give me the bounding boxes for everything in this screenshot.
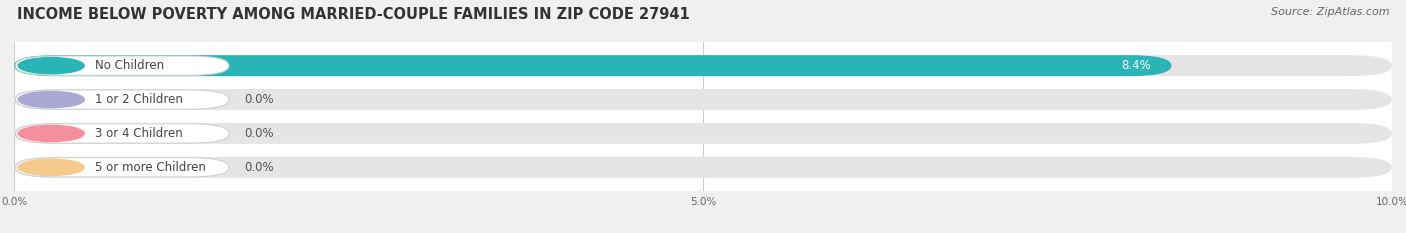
Text: Source: ZipAtlas.com: Source: ZipAtlas.com	[1271, 7, 1389, 17]
Text: 3 or 4 Children: 3 or 4 Children	[96, 127, 183, 140]
Text: INCOME BELOW POVERTY AMONG MARRIED-COUPLE FAMILIES IN ZIP CODE 27941: INCOME BELOW POVERTY AMONG MARRIED-COUPL…	[17, 7, 689, 22]
Circle shape	[18, 58, 84, 74]
Text: 0.0%: 0.0%	[245, 93, 274, 106]
FancyBboxPatch shape	[15, 158, 229, 177]
Text: 0.0%: 0.0%	[245, 127, 274, 140]
Circle shape	[18, 125, 84, 142]
FancyBboxPatch shape	[14, 55, 1392, 76]
Text: 5 or more Children: 5 or more Children	[96, 161, 207, 174]
Text: 1 or 2 Children: 1 or 2 Children	[96, 93, 183, 106]
Circle shape	[18, 159, 84, 175]
FancyBboxPatch shape	[15, 124, 229, 143]
FancyBboxPatch shape	[15, 56, 229, 75]
FancyBboxPatch shape	[14, 55, 1171, 76]
FancyBboxPatch shape	[14, 123, 1392, 144]
FancyBboxPatch shape	[14, 89, 1392, 110]
Text: 8.4%: 8.4%	[1121, 59, 1152, 72]
FancyBboxPatch shape	[14, 157, 1392, 178]
FancyBboxPatch shape	[15, 90, 229, 109]
Circle shape	[18, 91, 84, 108]
Text: 0.0%: 0.0%	[245, 161, 274, 174]
Text: No Children: No Children	[96, 59, 165, 72]
